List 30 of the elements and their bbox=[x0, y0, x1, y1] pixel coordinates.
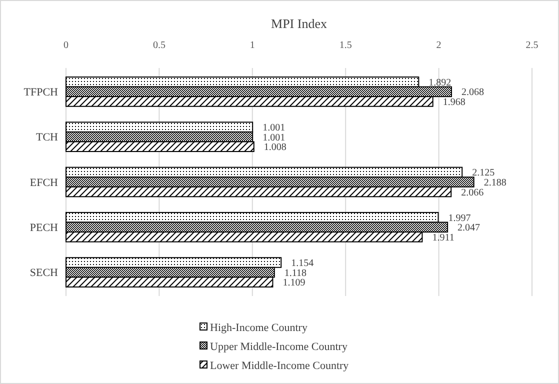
data-label: 1.118 bbox=[284, 268, 307, 279]
data-label: 2.066 bbox=[461, 187, 484, 198]
data-label: 1.008 bbox=[264, 142, 286, 154]
x-tick-label: 2.5 bbox=[526, 40, 538, 51]
x-tick-label: 2 bbox=[436, 40, 442, 51]
data-label: 1.154 bbox=[291, 258, 314, 270]
x-tick-label: 0.5 bbox=[152, 40, 166, 51]
data-label: 2.068 bbox=[461, 87, 484, 98]
chart-title: MPI Index bbox=[271, 16, 328, 31]
data-label: 1.001 bbox=[262, 122, 286, 134]
y-tick-label: SECH bbox=[30, 267, 58, 280]
x-tick-label: 0 bbox=[64, 40, 68, 51]
data-label: 1.001 bbox=[262, 132, 286, 144]
y-tick-label: TCH bbox=[36, 132, 58, 144]
data-label: 2.047 bbox=[458, 222, 480, 234]
data-label: 2.125 bbox=[472, 168, 495, 179]
x-tick-label: 1.5 bbox=[339, 40, 352, 51]
data-label: 1.911 bbox=[432, 232, 454, 244]
y-tick-label: EFCH bbox=[30, 176, 58, 189]
data-label: 1.892 bbox=[428, 77, 452, 88]
legend-label: High-Income Country bbox=[210, 322, 308, 334]
y-tick-label: TFPCH bbox=[24, 86, 58, 99]
data-label: 2.188 bbox=[484, 178, 506, 188]
y-tick-label: PECH bbox=[30, 222, 58, 234]
data-label: 1.997 bbox=[448, 212, 471, 224]
data-label: 1.968 bbox=[442, 96, 466, 108]
legend-label: Upper Middle-Income Country bbox=[210, 340, 348, 353]
data-label: 1.109 bbox=[282, 278, 306, 289]
x-tick-label: 1 bbox=[250, 40, 255, 51]
legend-label: Lower Middle-Income Country bbox=[210, 360, 350, 372]
